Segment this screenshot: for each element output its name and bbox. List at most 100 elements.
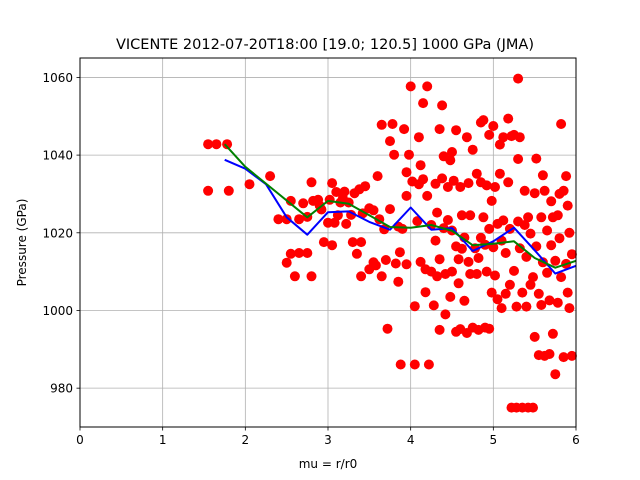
scatter-point [504,279,515,290]
scatter-point [509,265,519,276]
scatter-point [285,248,296,259]
scatter-point [437,100,448,111]
scatter-point [428,300,439,311]
scatter-point [434,124,445,135]
y-axis-label: Pressure (GPa) [15,199,29,287]
scatter-point [372,171,383,182]
scatter-point [552,210,563,221]
scatter-point [484,323,495,334]
scatter-point [513,73,524,84]
scatter-point [430,178,441,189]
scatter-point [478,115,489,126]
scatter-point [418,98,429,109]
scatter-point [525,228,536,239]
scatter-point [471,269,482,279]
scatter-point [544,349,555,359]
scatter-point [513,154,524,164]
scatter-point [481,266,492,277]
green-line [223,143,577,269]
scatter-point [397,223,408,234]
scatter-point [500,248,511,258]
scatter-point [281,257,292,268]
scatter-point [453,254,464,265]
y-tick-label: 980 [50,382,73,396]
scatter-point [536,212,547,223]
data-layer [203,73,577,413]
scatter-point [471,168,482,179]
scatter-point [496,303,507,314]
scatter-point [405,81,416,92]
scatter-point [285,195,296,206]
scatter-point [376,271,387,282]
scatter-point [453,278,464,289]
scatter-point [289,271,300,282]
scatter-point [564,227,575,238]
scatter-point [503,113,514,124]
scatter-point [356,237,367,248]
scatter-point [385,204,395,215]
scatter-point [486,195,497,206]
scatter-point [422,190,433,201]
scatter-point [382,323,393,334]
scatter-point [456,243,467,254]
scatter-point [566,249,577,260]
scatter-point [404,149,414,160]
scatter-point [393,276,404,287]
scatter-point [531,241,542,252]
scatter-point [203,185,214,196]
scatter-point [401,259,412,270]
scatter-point [368,205,379,216]
scatter-point [294,214,305,225]
scatter-point [478,212,489,223]
x-tick-label: 1 [159,433,167,447]
scatter-point [294,248,305,258]
x-tick-label: 4 [407,433,415,447]
scatter-point [514,132,525,143]
scatter-point [544,295,555,306]
scatter-point [298,198,309,209]
scatter-point [351,248,362,259]
scatter-point [525,279,536,290]
scatter-point [401,190,412,201]
x-tick-label: 3 [324,433,332,447]
scatter-point [531,153,542,164]
scatter-point [562,287,573,298]
scatter-point [463,256,474,267]
x-axis-label: mu = r/r0 [299,457,358,471]
scatter-point [437,173,448,184]
scatter-point [418,174,429,185]
scatter-point [528,402,538,413]
scatter-point [394,247,405,258]
scatter-point [488,121,499,131]
scatter-point [566,350,577,361]
scatter-point [558,185,569,196]
scatter-point [409,359,420,370]
scatter-point [265,171,276,182]
scatter-point [432,207,443,218]
scatter-point [409,301,420,312]
scatter-point [542,267,553,278]
scatter-point [473,253,484,263]
scatter-point [517,287,528,298]
scatter-point [387,119,398,129]
scatter-point [222,139,233,150]
scatter-point [519,185,530,196]
x-tick-label: 2 [242,433,250,447]
scatter-point [306,271,317,282]
scatter-point [306,177,317,188]
scatter-point [539,185,550,196]
scatter-point [327,178,338,189]
scatter-point [484,223,495,234]
scatter-point [564,303,575,314]
scatter-point [281,214,292,225]
scatter-point [556,272,567,283]
scatter-point [440,309,451,320]
scatter-point [556,119,567,129]
scatter-point [498,132,509,143]
scatter-point [370,260,381,271]
scatter-point [465,210,476,221]
scatter-point [500,288,511,299]
x-tick-label: 6 [572,433,580,447]
scatter-point [486,287,497,298]
scatter-point [484,129,495,140]
